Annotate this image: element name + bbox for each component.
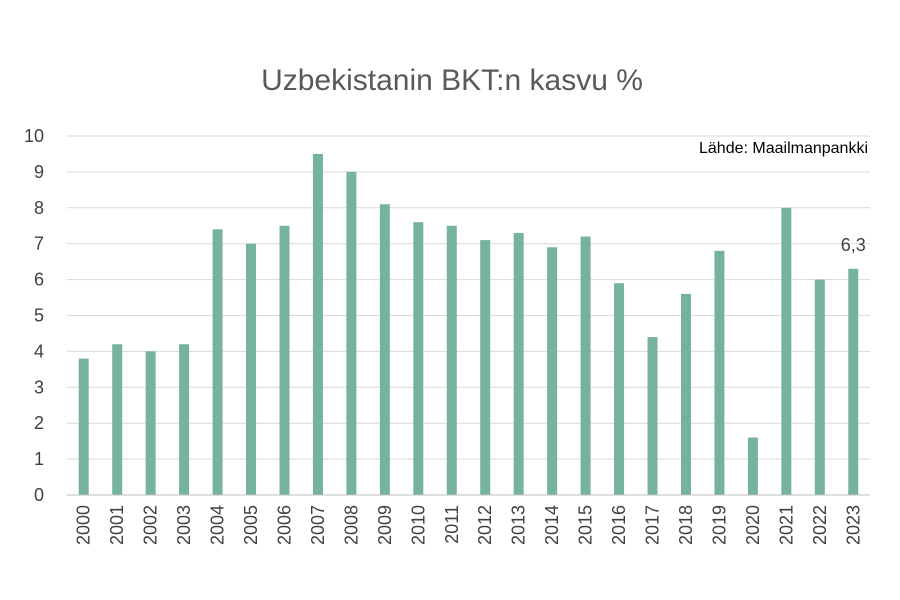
bar-2013	[513, 232, 524, 495]
data-labels: 6,3	[841, 235, 866, 255]
x-tick-label: 2002	[141, 505, 161, 545]
y-tick-label: 7	[34, 234, 44, 254]
x-tick-label: 2011	[442, 505, 462, 544]
bar-2018	[680, 293, 691, 495]
x-axis-ticks: 2000 2001 2002 2003 2004 2005 2006 2007 2008 2009…	[74, 505, 864, 545]
bar-2014	[547, 247, 558, 495]
x-tick-label: 2001	[107, 505, 127, 545]
bar-2015	[580, 236, 591, 495]
x-tick-label: 2021	[776, 505, 796, 545]
x-tick-label: 2018	[676, 505, 696, 545]
y-tick-label: 0	[34, 485, 44, 505]
bar-2023	[848, 268, 859, 495]
y-tick-label: 1	[34, 449, 44, 469]
bar-2010	[413, 222, 424, 495]
x-tick-label: 2000	[74, 505, 94, 545]
x-tick-label: 2007	[308, 505, 328, 545]
x-tick-label: 2009	[375, 505, 395, 545]
x-tick-label: 2017	[643, 505, 663, 545]
bar-2009	[379, 204, 390, 495]
y-tick-label: 5	[34, 306, 44, 326]
x-tick-label: 2008	[341, 505, 361, 545]
bar-2000	[78, 358, 89, 495]
bars	[78, 153, 859, 496]
y-tick-label: 8	[34, 198, 44, 218]
bar-2004	[212, 229, 223, 495]
x-tick-label: 2004	[208, 505, 228, 545]
y-tick-label: 4	[34, 341, 44, 361]
bar-2007	[312, 153, 323, 495]
y-tick-label: 9	[34, 162, 44, 182]
bar-2005	[246, 243, 257, 495]
x-tick-label: 2020	[743, 505, 763, 545]
bar-2008	[346, 171, 357, 495]
bar-2012	[480, 240, 491, 495]
bar-2011	[446, 225, 457, 495]
chart-title: Uzbekistanin BKT:n kasvu %	[261, 64, 643, 97]
bar-2016	[614, 283, 625, 495]
bar-2003	[179, 344, 190, 495]
y-tick-label: 10	[24, 126, 44, 146]
x-tick-label: 2012	[475, 505, 495, 545]
bar-2021	[781, 207, 792, 496]
bar-2017	[647, 337, 658, 495]
bar-2019	[714, 250, 725, 495]
x-tick-label: 2013	[509, 505, 529, 545]
data-label: 6,3	[841, 235, 866, 255]
bar-2022	[814, 279, 825, 495]
x-tick-label: 2005	[241, 505, 261, 545]
source-annotation: Lähde: Maailmanpankki	[699, 140, 868, 157]
bar-2006	[279, 225, 290, 495]
x-tick-label: 2003	[174, 505, 194, 545]
x-tick-label: 2014	[542, 505, 562, 545]
y-tick-label: 2	[34, 413, 44, 433]
x-tick-label: 2019	[709, 505, 729, 545]
bar-2001	[112, 344, 123, 495]
x-tick-label: 2016	[609, 505, 629, 545]
y-tick-label: 6	[34, 270, 44, 290]
x-tick-label: 2006	[274, 505, 294, 545]
y-tick-label: 3	[34, 377, 44, 397]
x-tick-label: 2010	[408, 505, 428, 545]
x-tick-label: 2023	[843, 505, 863, 545]
bar-2002	[145, 351, 156, 495]
x-tick-label: 2015	[576, 505, 596, 545]
y-axis-ticks: 0 1 2 3 4 5 6 7 8 9 10	[24, 126, 44, 505]
bar-2020	[747, 437, 758, 495]
gridlines	[67, 135, 870, 460]
x-tick-label: 2022	[810, 505, 830, 545]
